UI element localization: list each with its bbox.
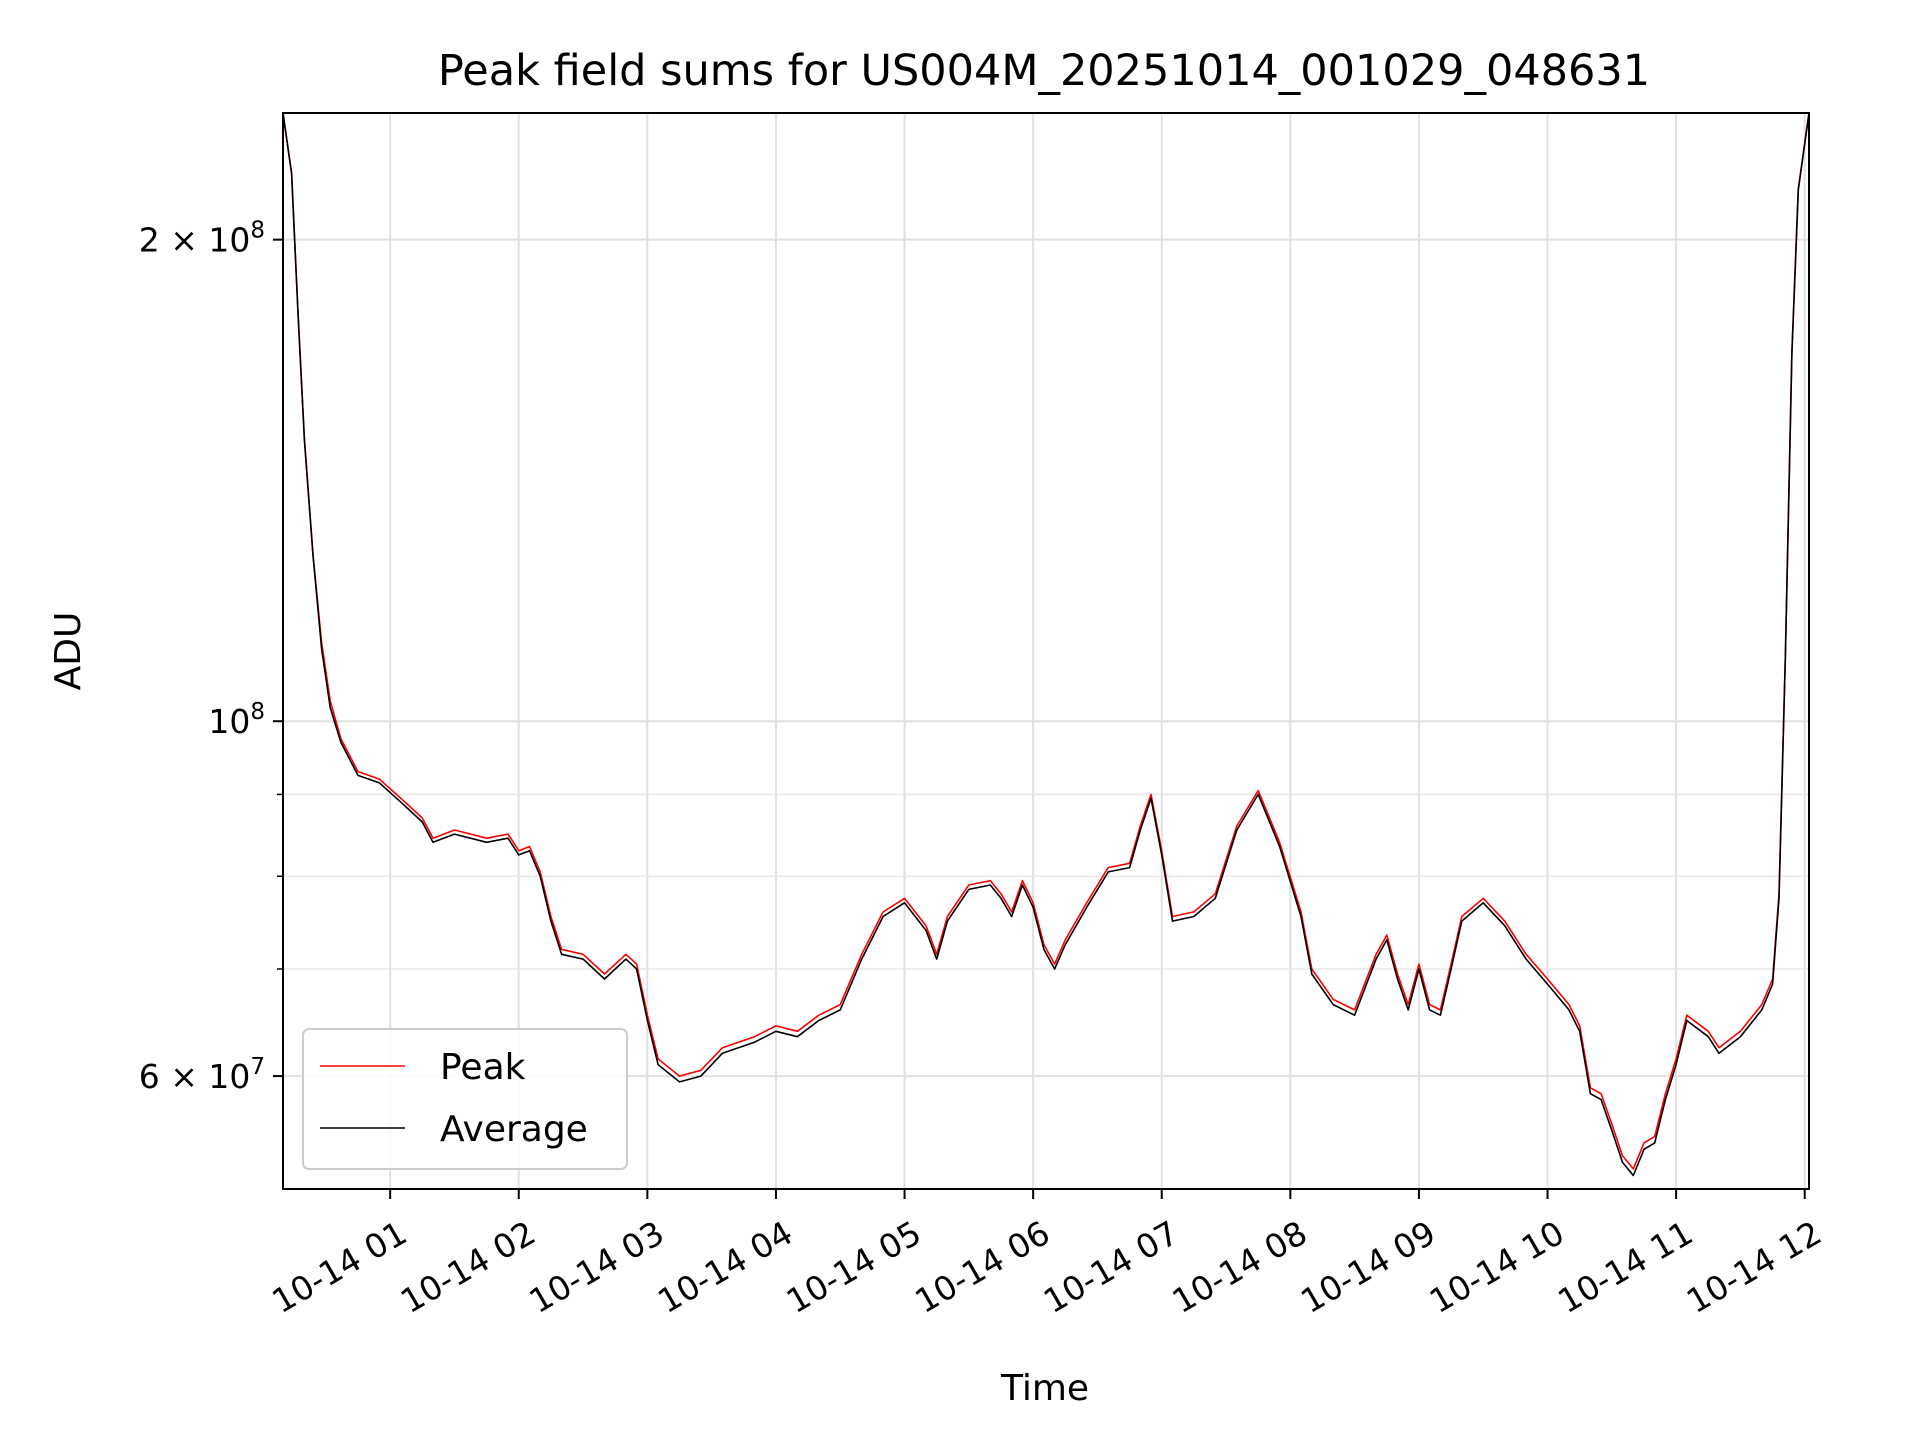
y-tick-label: 6 × 107	[139, 1054, 265, 1096]
y-tick-label: 108	[208, 699, 265, 741]
y-axis-label: ADU	[48, 612, 89, 691]
chart-title: Peak field sums for US004M_20251014_0010…	[438, 46, 1650, 96]
x-tick-label: 10-14 12	[1680, 1213, 1828, 1321]
legend-label-peak: Peak	[440, 1047, 526, 1088]
x-tick-label: 10-14 08	[1166, 1213, 1314, 1321]
x-tick-label: 10-14 03	[523, 1213, 671, 1321]
y-axis: 2 × 108 108 6 × 107	[139, 218, 283, 1096]
x-tick-label: 10-14 07	[1037, 1213, 1185, 1321]
x-tick-label: 10-14 02	[394, 1213, 542, 1321]
legend: Peak Average	[302, 1028, 628, 1170]
x-tick-label: 10-14 04	[651, 1213, 799, 1321]
x-tick-label: 10-14 11	[1551, 1213, 1699, 1321]
series-line-peak	[282, 112, 1810, 1170]
legend-box	[302, 1028, 628, 1170]
grid	[283, 113, 1809, 1189]
plot-area	[282, 112, 1810, 1177]
x-tick-label: 10-14 05	[780, 1213, 928, 1321]
x-tick-label: 10-14 06	[908, 1213, 1056, 1321]
y-tick-label: 2 × 108	[139, 218, 265, 260]
series-line-average	[282, 112, 1810, 1177]
x-tick-label: 10-14 01	[265, 1213, 413, 1321]
legend-label-average: Average	[440, 1109, 588, 1150]
x-tick-label: 10-14 09	[1294, 1213, 1442, 1321]
plot-frame	[282, 112, 1810, 1190]
x-tick-label: 10-14 10	[1423, 1213, 1571, 1321]
x-axis-label: Time	[1000, 1368, 1089, 1409]
